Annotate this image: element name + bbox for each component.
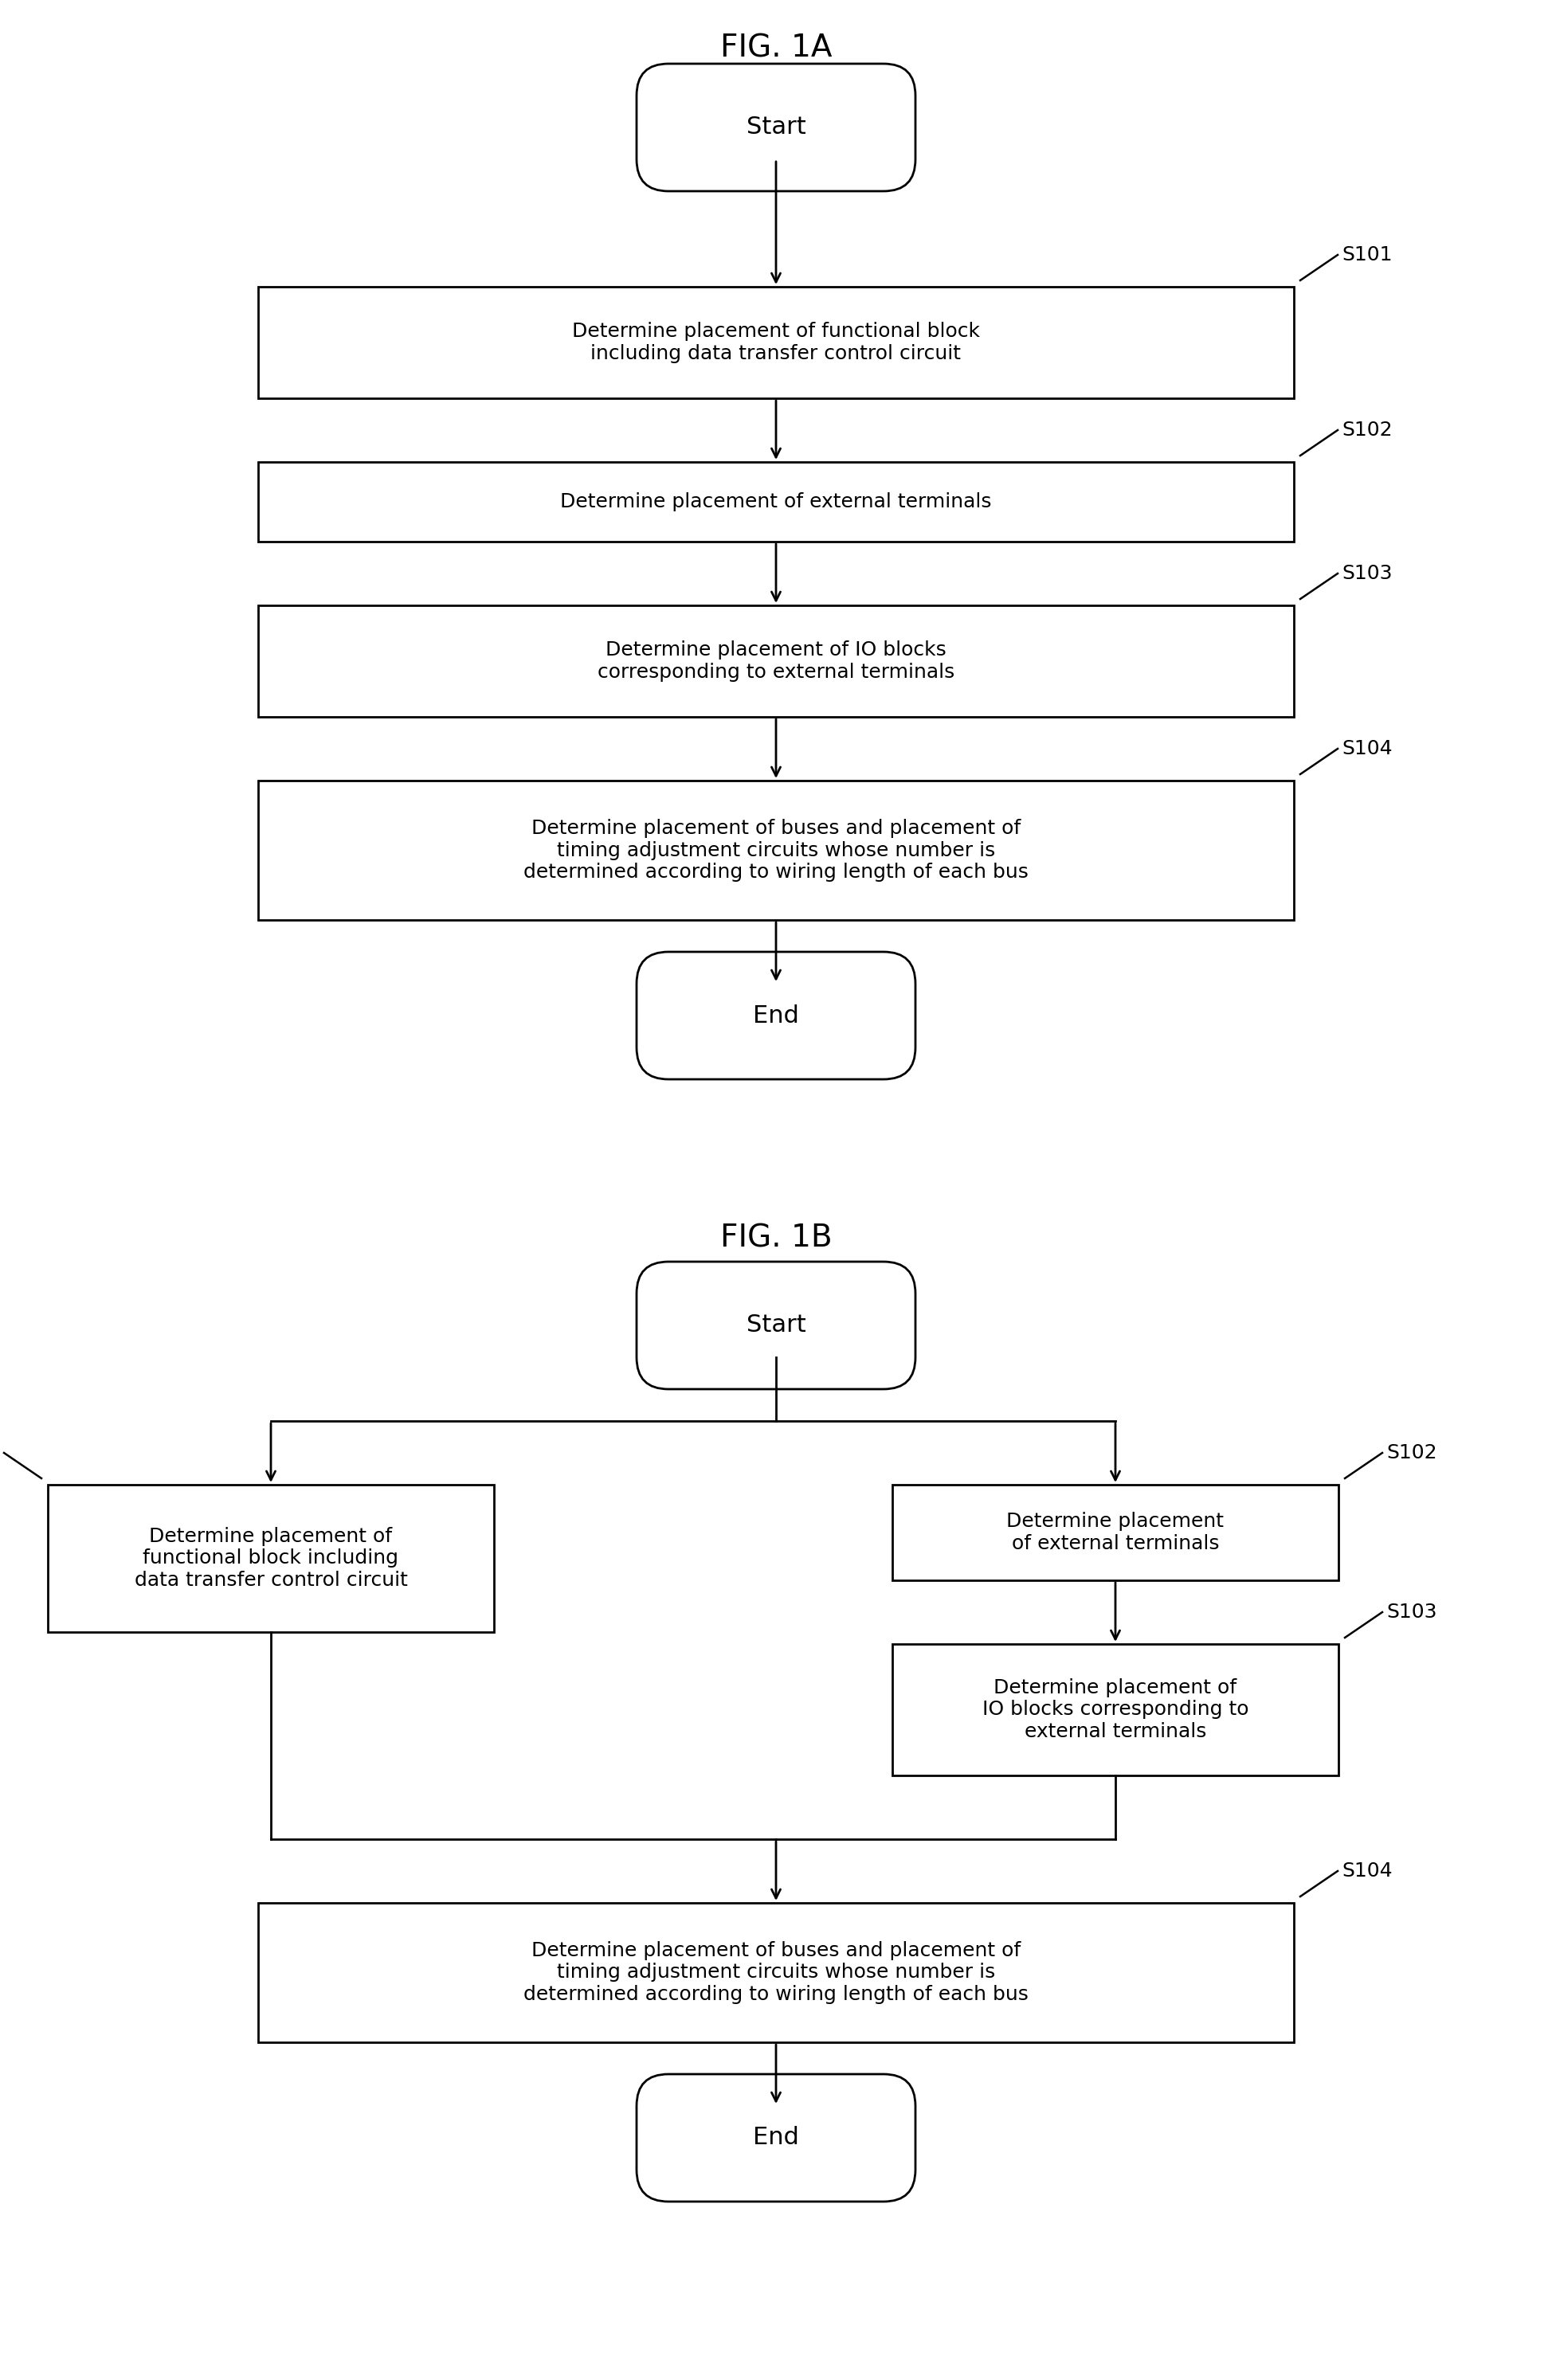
Text: FIG. 1B: FIG. 1B — [720, 1223, 832, 1252]
Bar — [258, 462, 1293, 543]
Text: Determine placement of
functional block including
data transfer control circuit: Determine placement of functional block … — [133, 1526, 407, 1590]
Text: S104: S104 — [1341, 740, 1392, 759]
Text: S102: S102 — [1341, 421, 1392, 440]
Bar — [258, 781, 1293, 921]
Bar — [48, 1485, 494, 1633]
Bar — [892, 1485, 1338, 1580]
Text: S104: S104 — [1341, 1861, 1392, 1880]
Text: Determine placement of buses and placement of
timing adjustment circuits whose n: Determine placement of buses and placeme… — [523, 819, 1027, 883]
Bar — [258, 605, 1293, 716]
Text: Start: Start — [747, 1314, 805, 1338]
FancyBboxPatch shape — [636, 1261, 916, 1390]
Text: Start: Start — [747, 117, 805, 138]
Bar — [892, 1645, 1338, 1775]
FancyBboxPatch shape — [636, 952, 916, 1078]
Bar — [258, 1904, 1293, 2042]
Text: FIG. 1A: FIG. 1A — [720, 33, 832, 62]
Text: Determine placement of
IO blocks corresponding to
external terminals: Determine placement of IO blocks corresp… — [982, 1678, 1248, 1742]
Text: S103: S103 — [1386, 1602, 1436, 1621]
Text: S102: S102 — [1386, 1442, 1436, 1461]
FancyBboxPatch shape — [636, 64, 916, 190]
FancyBboxPatch shape — [636, 2073, 916, 2202]
Text: Determine placement of external terminals: Determine placement of external terminal… — [560, 493, 992, 512]
Text: S103: S103 — [1341, 564, 1392, 583]
Text: Determine placement
of external terminals: Determine placement of external terminal… — [1006, 1511, 1223, 1554]
Text: End: End — [753, 1004, 799, 1028]
Text: Determine placement of functional block
including data transfer control circuit: Determine placement of functional block … — [571, 321, 979, 364]
Text: Determine placement of IO blocks
corresponding to external terminals: Determine placement of IO blocks corresp… — [598, 640, 954, 681]
Text: Determine placement of buses and placement of
timing adjustment circuits whose n: Determine placement of buses and placeme… — [523, 1940, 1027, 2004]
Text: End: End — [753, 2125, 799, 2149]
Bar — [258, 286, 1293, 397]
Text: S101: S101 — [1341, 245, 1392, 264]
